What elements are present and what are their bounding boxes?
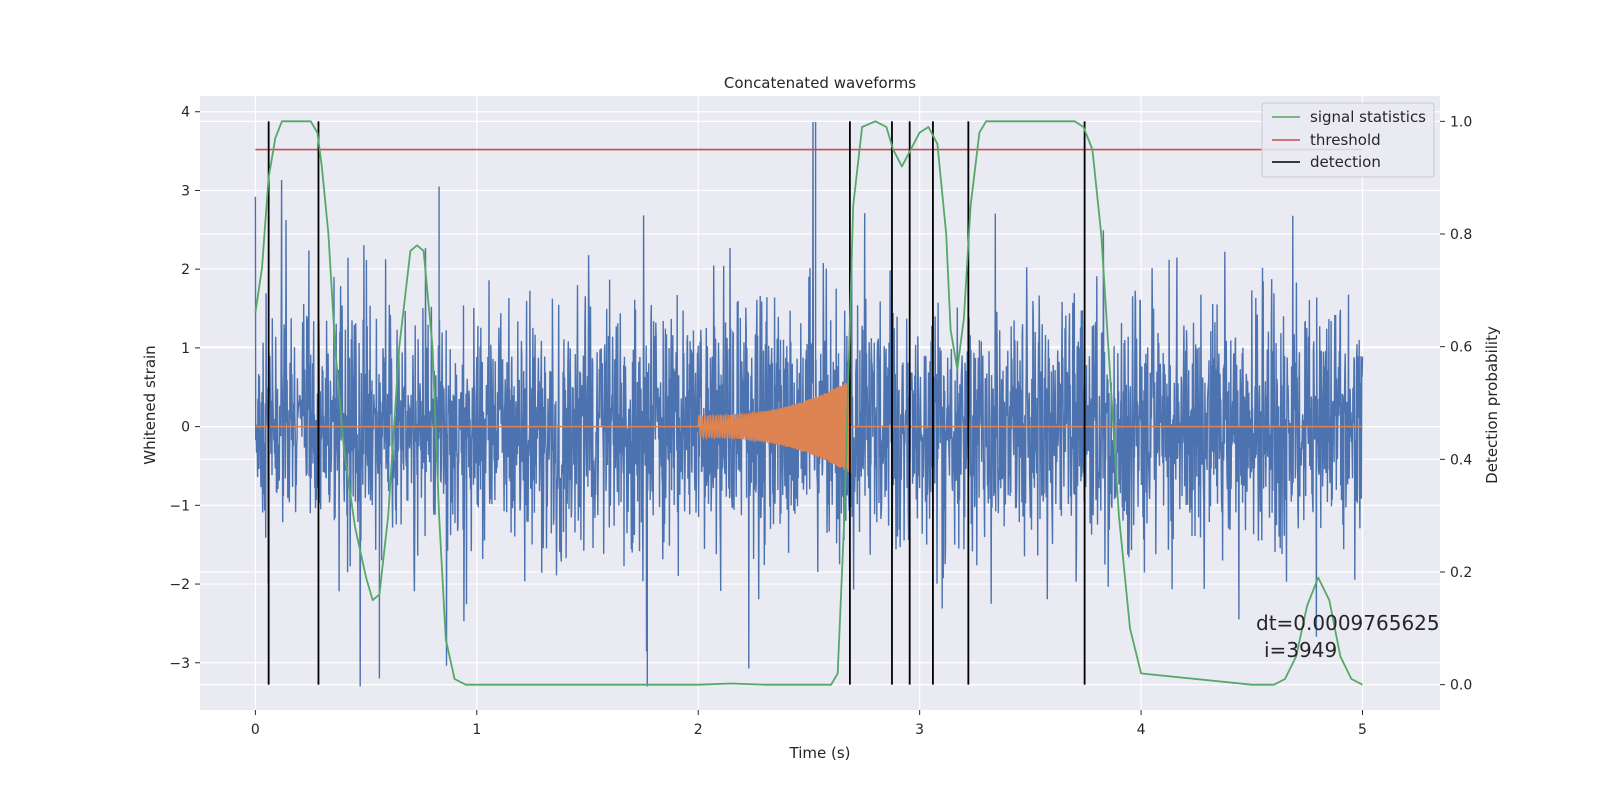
y-tick-label: 1: [181, 341, 190, 357]
annotation-i: i=3949: [1264, 638, 1337, 662]
legend: signal statistics threshold detection: [1261, 102, 1435, 178]
legend-label-threshold: threshold: [1310, 131, 1381, 149]
signal-statistics-curve: [254, 120, 1363, 686]
waveform-chirp: [255, 381, 1363, 474]
y2-axis-label: Detection probability: [1483, 326, 1501, 484]
annotation-dt: dt=0.0009765625: [1256, 611, 1440, 635]
y2-tick-label: 0.2: [1450, 565, 1472, 581]
y-tick-label: −1: [169, 498, 190, 514]
legend-label-signal-statistics: signal statistics: [1310, 108, 1426, 126]
y-axis-label: Whitened strain: [141, 345, 159, 464]
y-tick-label: 4: [181, 105, 190, 121]
x-tick-label: 1: [472, 722, 481, 738]
signal-statistics-line: [254, 120, 1363, 686]
y-tick-label: −2: [169, 577, 190, 593]
y2-tick-label: 0.0: [1450, 678, 1472, 694]
legend-box: [1261, 102, 1435, 178]
grid: [200, 96, 1440, 710]
legend-label-detection: detection: [1310, 153, 1381, 171]
y2-tick-label: 1.0: [1450, 114, 1472, 130]
y-tick-label: 3: [181, 183, 190, 199]
x-tick-label: 4: [1137, 722, 1146, 738]
y2-tick-label: 0.8: [1450, 227, 1472, 243]
waveform-chirp-line: [255, 381, 1363, 474]
y2-tick-label: 0.6: [1450, 340, 1472, 356]
y-tick-label: 0: [181, 420, 190, 436]
x-axis-label: Time (s): [789, 744, 851, 762]
whitened-strain-noise: [254, 121, 1364, 687]
x-tick-label: 2: [694, 722, 703, 738]
chart-title: Concatenated waveforms: [724, 74, 916, 92]
whitened-strain-noise-line: [254, 121, 1364, 687]
y-tick-label: 2: [181, 262, 190, 278]
axes: 0 1 2 3 4 5 −3 −2 −1 0 1 2 3 4 0.0 0.2 0.4 0.6 0.8 1.0: [169, 105, 1472, 738]
x-tick-label: 5: [1358, 722, 1367, 738]
x-tick-label: 3: [915, 722, 924, 738]
detection-lines: [267, 121, 1086, 685]
y2-tick-label: 0.4: [1450, 452, 1472, 468]
x-tick-label: 0: [251, 722, 260, 738]
y-tick-label: −3: [169, 656, 190, 672]
